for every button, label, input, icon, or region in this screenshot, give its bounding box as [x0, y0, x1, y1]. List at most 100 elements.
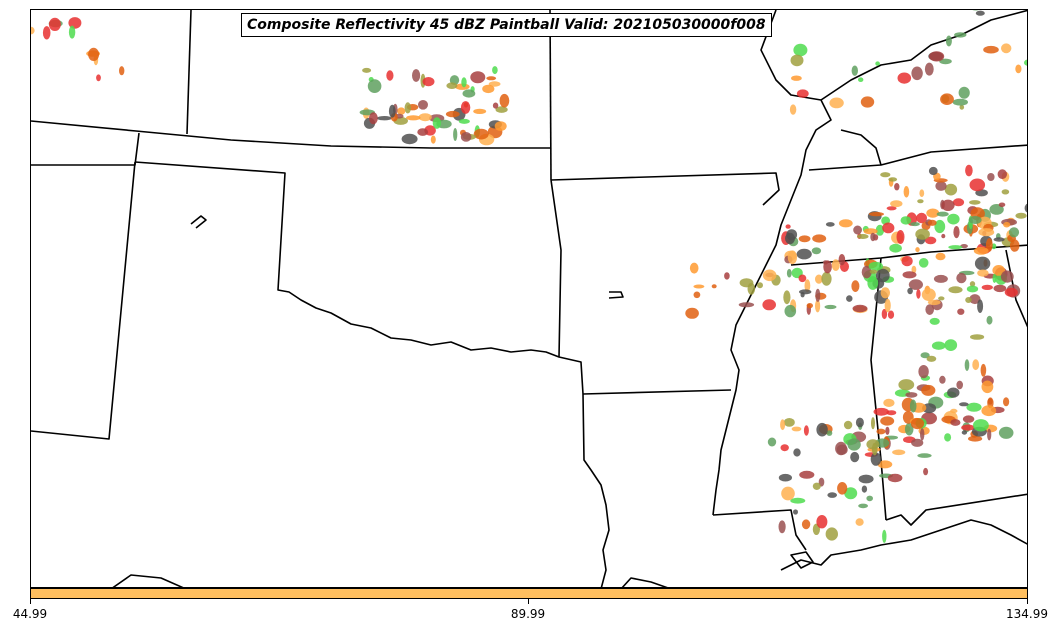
reflectivity-blob — [685, 307, 699, 319]
reflectivity-blob — [388, 104, 396, 118]
reflectivity-blob — [911, 66, 923, 81]
reflectivity-blob — [1008, 227, 1020, 238]
reflectivity-blob — [956, 272, 967, 284]
reflectivity-blob — [88, 47, 100, 62]
reflectivity-blob — [927, 299, 941, 306]
reflectivity-blob — [793, 509, 798, 515]
reflectivity-blob — [460, 132, 472, 142]
reflectivity-blob — [786, 268, 792, 278]
reflectivity-blob — [944, 183, 958, 196]
reflectivity-blob — [868, 261, 883, 271]
reflectivity-blob — [938, 296, 945, 301]
reflectivity-blob — [935, 252, 946, 261]
reflectivity-blob — [778, 473, 793, 482]
reflectivity-blob — [486, 76, 497, 81]
reflectivity-blob — [880, 287, 890, 299]
reflectivity-blob — [948, 245, 963, 250]
border-louisiana-mississippi — [712, 509, 807, 551]
reflectivity-blob — [969, 178, 986, 192]
reflectivity-blob — [369, 112, 378, 125]
reflectivity-blob — [853, 225, 862, 235]
reflectivity-blob — [924, 62, 934, 76]
reflectivity-blob — [1000, 270, 1014, 283]
map-area — [30, 9, 1028, 588]
reflectivity-blob — [882, 529, 887, 543]
reflectivity-blob — [796, 89, 809, 98]
gulf-coast — [780, 519, 1027, 571]
reflectivity-blob — [917, 199, 924, 204]
map-title: Composite Reflectivity 45 dBZ Paintball … — [241, 13, 772, 37]
reflectivity-blob — [861, 485, 868, 493]
reflectivity-blob — [783, 418, 795, 427]
reflectivity-blob — [851, 65, 858, 76]
reflectivity-blob — [921, 384, 936, 396]
reflectivity-blob — [923, 467, 929, 476]
reflectivity-blob — [843, 420, 853, 430]
reflectivity-blob — [968, 435, 983, 442]
reflectivity-blob — [798, 235, 811, 243]
reflectivity-blob — [42, 26, 51, 40]
reflectivity-blob — [804, 279, 811, 293]
reflectivity-blob — [885, 426, 890, 435]
reflectivity-blob — [983, 45, 999, 54]
reflectivity-blob — [911, 265, 917, 274]
border-kentucky — [840, 129, 882, 166]
reflectivity-blob — [927, 219, 937, 226]
reflectivity-blob — [944, 339, 958, 351]
reflectivity-blob — [870, 232, 876, 242]
reflectivity-blob — [950, 419, 961, 426]
reflectivity-blob — [959, 104, 965, 110]
reflectivity-blob — [858, 77, 864, 82]
reflectivity-blob — [482, 84, 495, 94]
reflectivity-blob — [941, 233, 946, 239]
reflectivity-blob — [939, 58, 952, 65]
reflectivity-blob — [799, 289, 812, 295]
reflectivity-blob — [801, 519, 811, 530]
reflectivity-blob — [978, 228, 995, 237]
reflectivity-blob — [866, 495, 873, 502]
reflectivity-blob — [767, 437, 777, 447]
colorbar-tick-mid — [528, 599, 529, 604]
reflectivity-blob — [956, 380, 963, 390]
reflectivity-blob — [993, 284, 1007, 293]
reflectivity-blob — [796, 248, 812, 260]
reflectivity-blob — [998, 426, 1014, 439]
reflectivity-blob — [962, 415, 975, 423]
reflectivity-blob — [926, 355, 937, 362]
reflectivity-blob — [844, 487, 858, 500]
reflectivity-blob — [888, 177, 898, 182]
reflectivity-blob — [460, 101, 471, 114]
reflectivity-blob — [972, 359, 980, 371]
reflectivity-blob — [887, 310, 895, 319]
reflectivity-blob — [858, 474, 874, 484]
reflectivity-blob — [837, 482, 848, 495]
reflectivity-blob — [784, 304, 797, 318]
reflectivity-blob — [948, 286, 963, 294]
reflectivity-blob — [1009, 239, 1020, 252]
reflectivity-blob — [806, 303, 813, 309]
reflectivity-blob — [896, 230, 905, 244]
border-tennessee-north — [808, 144, 1027, 171]
reflectivity-blob — [952, 98, 968, 106]
reflectivity-blob — [846, 295, 853, 302]
reflectivity-blob — [975, 10, 985, 16]
reflectivity-blob — [998, 202, 1006, 208]
reflectivity-blob — [1024, 203, 1027, 213]
reflectivity-blob — [965, 164, 973, 177]
reflectivity-blob — [803, 425, 809, 436]
reflectivity-blob — [494, 121, 507, 131]
reflectivity-blob — [947, 387, 960, 398]
reflectivity-blob — [869, 269, 878, 274]
reflectivity-blob — [857, 234, 869, 239]
reflectivity-blob — [987, 173, 995, 181]
reflectivity-blob — [473, 128, 489, 140]
reflectivity-blob — [1003, 397, 1010, 407]
reflectivity-blob — [1027, 18, 1028, 24]
reflectivity-blob — [757, 282, 763, 289]
reflectivity-blob — [980, 363, 987, 377]
coast-louisiana-bottom — [621, 577, 668, 587]
reflectivity-blob — [778, 520, 786, 534]
reflectivity-blob — [850, 451, 860, 463]
reflectivity-blob — [921, 288, 936, 301]
reflectivity-blob — [762, 269, 777, 282]
